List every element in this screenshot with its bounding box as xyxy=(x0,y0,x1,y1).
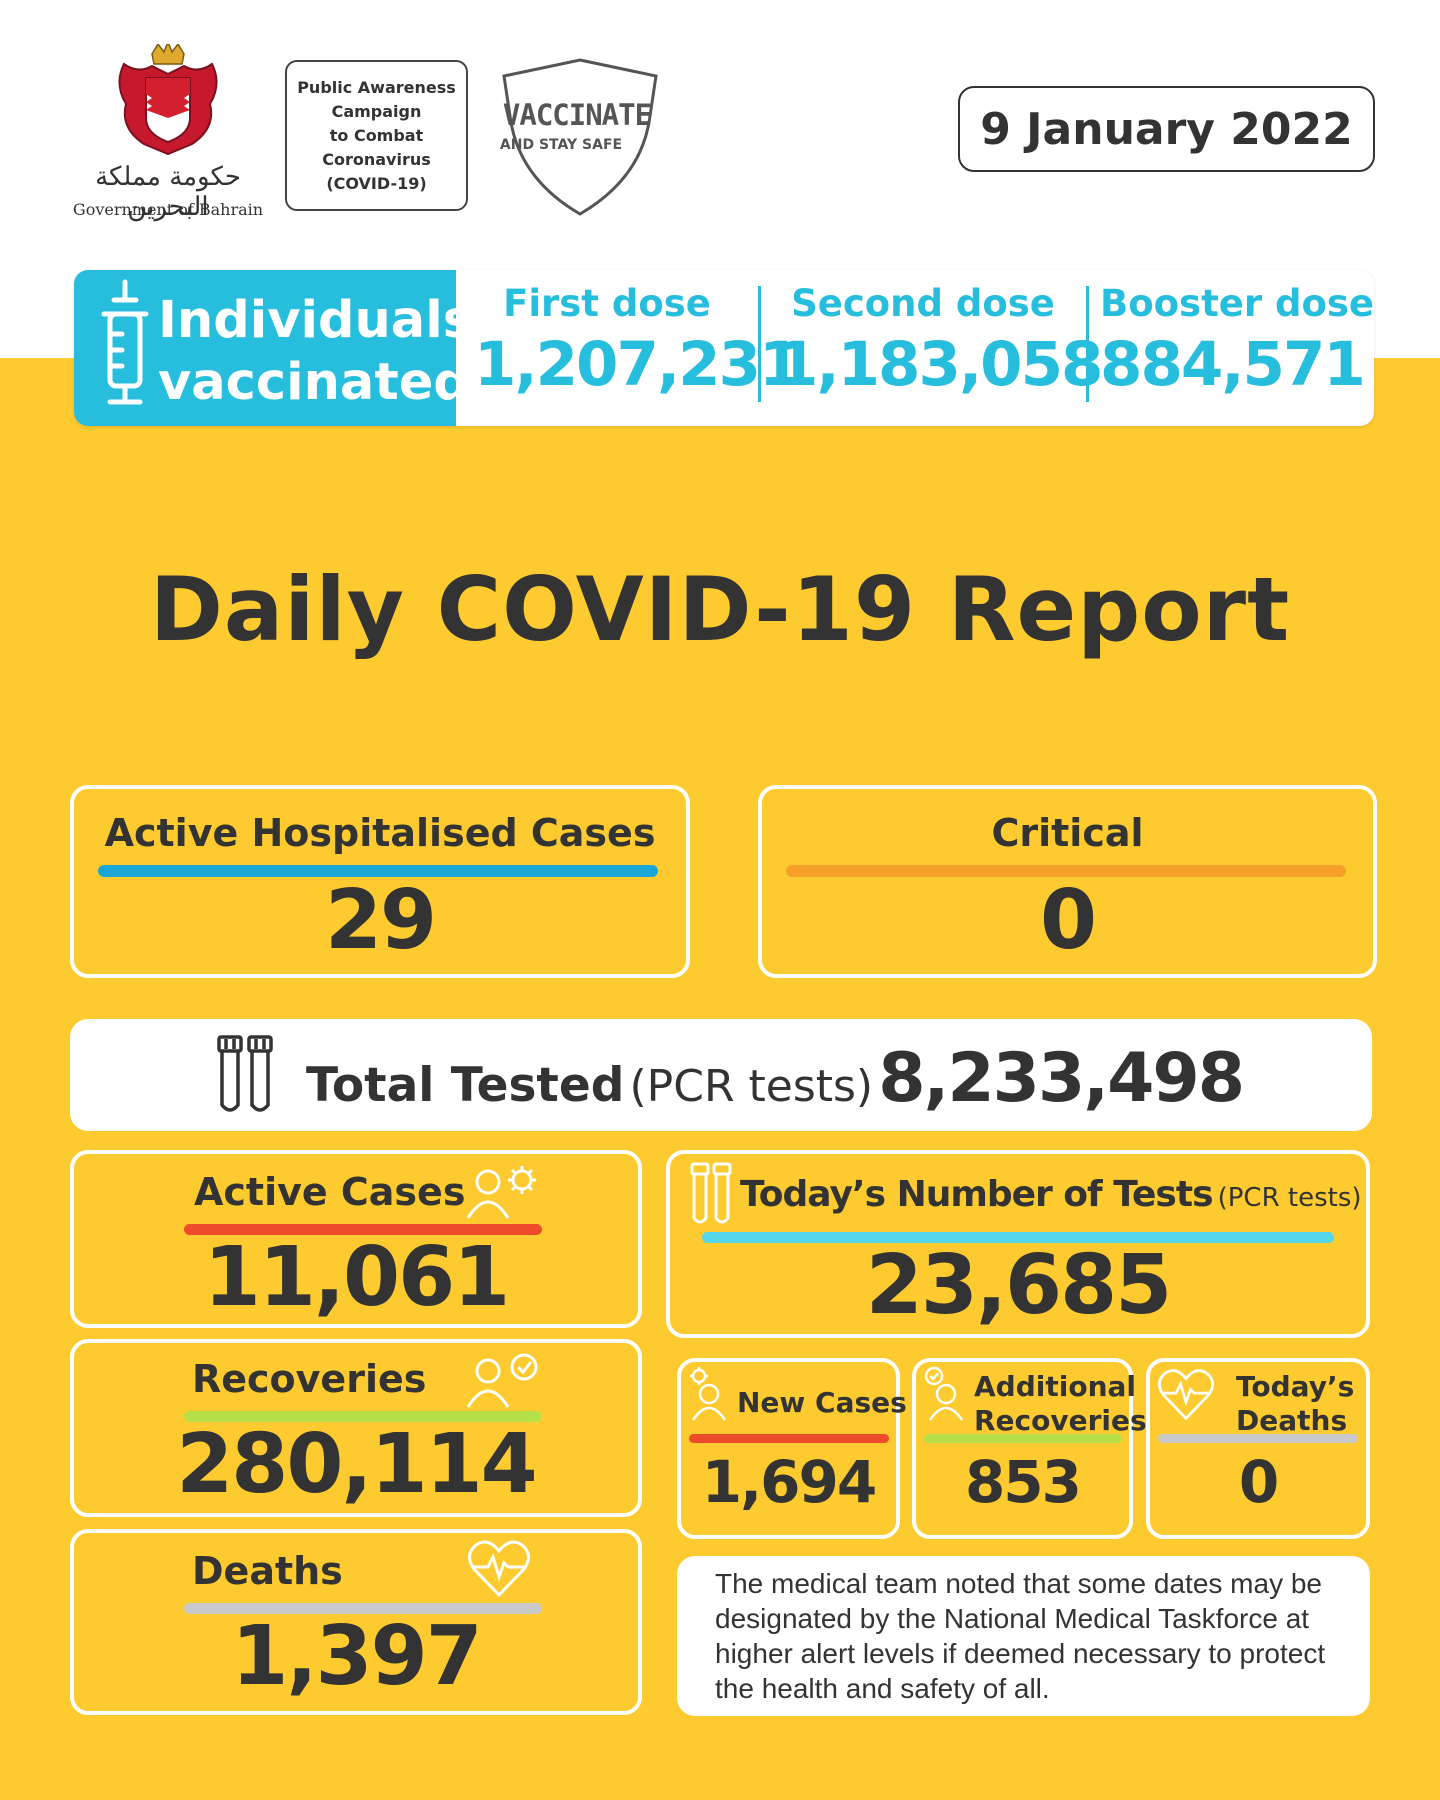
active-cases-bar xyxy=(184,1224,542,1235)
new-cases-label: New Cases xyxy=(737,1386,907,1419)
new-cases-value: 1,694 xyxy=(701,1448,877,1516)
campaign-line: (COVID-19) xyxy=(326,173,427,193)
additional-recoveries-bar xyxy=(924,1434,1122,1443)
government-logo: حكومة مملكة البحرين Government of Bahrai… xyxy=(68,44,268,224)
new-cases-card: New Cases 1,694 xyxy=(677,1358,907,1539)
todays-deaths-label: Today’s Deaths xyxy=(1236,1370,1354,1438)
syringe-icon xyxy=(101,279,149,405)
person-virus-icon xyxy=(466,1166,536,1219)
dose-value: 884,571 xyxy=(1100,329,1366,400)
campaign-line: Coronavirus xyxy=(322,149,431,169)
critical-card: Critical 0 xyxy=(758,785,1377,978)
deaths-card: Deaths 1,397 xyxy=(70,1529,642,1715)
dose-second: Second dose 1,183,058 xyxy=(776,270,1103,426)
total-tested-line: Total Tested (PCR tests) 8,233,498 xyxy=(306,1039,1245,1118)
person-recovery-icon xyxy=(466,1353,538,1408)
campaign-line: Public Awareness xyxy=(297,77,456,97)
note-card: The medical team noted that some dates m… xyxy=(677,1556,1370,1716)
hospitalised-label: Active Hospitalised Cases xyxy=(104,811,656,855)
government-arabic-name: حكومة مملكة البحرين xyxy=(95,162,241,222)
todays-tests-card: Today’s Number of Tests (PCR tests) 23,6… xyxy=(666,1150,1370,1338)
coat-of-arms-icon xyxy=(118,44,218,156)
todays-tests-label: Today’s Number of Tests xyxy=(740,1174,1213,1215)
deaths-bar xyxy=(184,1603,542,1614)
vaccinated-label-line2: vaccinated xyxy=(158,353,470,412)
dose-booster: Booster dose 884,571 xyxy=(1100,270,1374,426)
recoveries-bar xyxy=(184,1411,542,1422)
total-tested-label: Total Tested xyxy=(306,1058,625,1113)
campaign-line: to Combat xyxy=(329,125,424,145)
todays-deaths-bar xyxy=(1158,1434,1358,1443)
deaths-value: 1,397 xyxy=(231,1609,482,1704)
government-english-name: Government of Bahrain xyxy=(72,200,264,219)
vaccinate-subtitle: AND STAY SAFE xyxy=(499,137,623,153)
dose-divider xyxy=(1086,286,1089,402)
campaign-line: Campaign xyxy=(331,101,422,121)
hospitalised-bar xyxy=(98,865,658,877)
heart-pulse-icon xyxy=(1158,1369,1214,1421)
todays-tests-bar xyxy=(702,1232,1334,1243)
vaccinated-label: Individuals vaccinated xyxy=(158,290,473,414)
hospitalised-card: Active Hospitalised Cases 29 xyxy=(70,785,690,978)
recoveries-card: Recoveries 280,114 xyxy=(70,1339,642,1517)
person-recovery-icon xyxy=(924,1366,964,1421)
recoveries-label: Recoveries xyxy=(192,1357,427,1401)
additional-recoveries-label-line1: Additional xyxy=(974,1370,1136,1403)
vaccination-banner: Individuals vaccinated First dose 1,207,… xyxy=(74,270,1374,426)
dose-value: 1,207,231 xyxy=(474,329,801,400)
additional-recoveries-card: Additional Recoveries 853 xyxy=(912,1358,1147,1539)
page-title: Daily COVID-19 Report xyxy=(149,558,1291,661)
dose-name: First dose xyxy=(503,282,711,325)
shield-icon xyxy=(502,58,658,216)
active-cases-value: 11,061 xyxy=(203,1230,510,1325)
dose-name: Booster dose xyxy=(1100,282,1374,325)
new-cases-bar xyxy=(689,1434,889,1443)
hospitalised-value: 29 xyxy=(324,873,437,968)
todays-deaths-value: 0 xyxy=(1238,1448,1279,1516)
active-cases-card: Active Cases 11,061 xyxy=(70,1150,642,1328)
total-tested-qualifier: (PCR tests) xyxy=(629,1061,874,1112)
recoveries-value: 280,114 xyxy=(176,1417,537,1512)
heart-pulse-icon xyxy=(468,1540,530,1598)
person-virus-icon xyxy=(690,1367,727,1421)
critical-value: 0 xyxy=(1039,873,1097,968)
dose-value: 1,183,058 xyxy=(776,329,1103,400)
active-cases-label: Active Cases xyxy=(194,1170,466,1214)
todays-deaths-label-line1: Today’s xyxy=(1236,1370,1355,1403)
test-tubes-icon xyxy=(217,1035,273,1112)
dose-first: First dose 1,207,231 xyxy=(474,270,801,426)
dose-divider xyxy=(758,286,761,402)
todays-tests-qualifier: (PCR tests) xyxy=(1217,1183,1362,1213)
critical-bar xyxy=(786,865,1346,877)
test-tubes-icon xyxy=(690,1162,732,1224)
total-tested-value: 8,233,498 xyxy=(878,1039,1245,1118)
todays-deaths-label-line2: Deaths xyxy=(1236,1404,1348,1437)
dose-name: Second dose xyxy=(791,282,1055,325)
report-date: 9 January 2022 xyxy=(958,86,1375,172)
critical-label: Critical xyxy=(991,811,1144,855)
todays-tests-heading: Today’s Number of Tests (PCR tests) xyxy=(740,1174,1362,1215)
campaign-badge: Public Awareness Campaign to Combat Coro… xyxy=(285,60,468,211)
additional-recoveries-label-line2: Recoveries xyxy=(974,1404,1147,1437)
vaccinated-label-line1: Individuals xyxy=(158,291,474,350)
vaccinated-label-panel: Individuals vaccinated xyxy=(74,270,473,426)
note-text: The medical team noted that some dates m… xyxy=(715,1568,1326,1704)
total-tested-card: Total Tested (PCR tests) 8,233,498 xyxy=(70,1019,1372,1131)
additional-recoveries-value: 853 xyxy=(964,1448,1082,1516)
additional-recoveries-label: Additional Recoveries xyxy=(974,1370,1147,1438)
todays-deaths-card: Today’s Deaths 0 xyxy=(1146,1358,1370,1539)
vaccinate-title: VACCINATE xyxy=(502,98,652,132)
campaign-text: Public Awareness Campaign to Combat Coro… xyxy=(297,76,456,196)
deaths-label: Deaths xyxy=(192,1549,343,1593)
todays-tests-value: 23,685 xyxy=(865,1238,1172,1333)
